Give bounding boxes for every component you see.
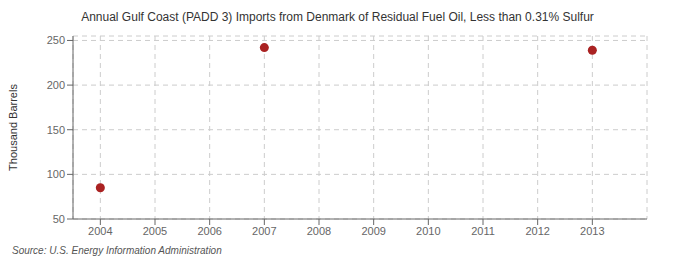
- svg-text:2012: 2012: [525, 225, 549, 237]
- svg-text:2009: 2009: [361, 225, 385, 237]
- svg-text:50: 50: [53, 213, 65, 225]
- svg-text:2010: 2010: [416, 225, 440, 237]
- svg-text:2011: 2011: [471, 225, 495, 237]
- svg-text:2008: 2008: [307, 225, 331, 237]
- html-text:Source: U.S. Energy Informatio: Source: U.S. Energy Information Administ…: [12, 245, 222, 256]
- svg-text:Thousand Barrels: Thousand Barrels: [8, 84, 19, 171]
- svg-text:2006: 2006: [197, 225, 221, 237]
- svg-text:250: 250: [47, 34, 65, 46]
- svg-text:200: 200: [47, 79, 65, 91]
- html-text:Annual Gulf Coast (PADD 3) Imp: Annual Gulf Coast (PADD 3) Imports from …: [81, 10, 594, 24]
- svg-text:2007: 2007: [252, 225, 276, 237]
- svg-text:100: 100: [47, 168, 65, 180]
- svg-text:150: 150: [47, 124, 65, 136]
- svg-text:2013: 2013: [580, 225, 604, 237]
- svg-text:2004: 2004: [88, 225, 112, 237]
- svg-text:2005: 2005: [143, 225, 167, 237]
